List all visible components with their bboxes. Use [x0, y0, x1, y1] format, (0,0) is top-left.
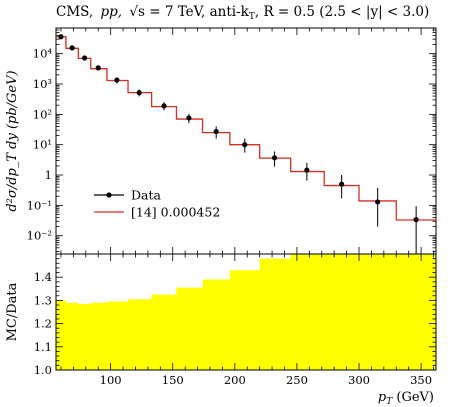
legend-mc-label: [14] 0.000452 [131, 205, 220, 220]
x-axis-label: pT (GeV) [378, 390, 434, 407]
data-point [114, 77, 120, 83]
y-tick-label: 10³ [33, 77, 53, 91]
ratio-y-tick-label: 1.0 [34, 363, 52, 377]
x-tick-label: 150 [162, 373, 184, 387]
ratio-x-axis: 100 150 200 250 300 350 [60, 254, 434, 387]
y-tick-label: 1 [45, 168, 52, 182]
x-tick-label: 250 [286, 373, 308, 387]
title-radius: , R = 0.5 (2.5 < |y| < 3.0) [255, 4, 429, 20]
ratio-y-tick-label: 1.2 [34, 317, 52, 331]
ratio-y-axis: 1.0 1.1 1.2 1.3 1.4 [34, 253, 436, 377]
data-point [242, 142, 248, 148]
data-point [271, 155, 278, 161]
data-point [58, 34, 64, 40]
x-tick-label: 350 [410, 373, 432, 387]
mc-histogram [56, 36, 436, 221]
y-tick-label: 10⁻¹ [27, 198, 52, 212]
data-point [213, 128, 219, 135]
main-x-axis [60, 28, 434, 254]
x-tick-label: 300 [348, 373, 370, 387]
main-y-axis-label: d²σ/dp_T dy (pb/GeV) [5, 70, 20, 211]
main-plot: 10⁴ 10³ 10² 10¹ 1 10⁻¹ 10⁻² d²σ/dp_T dy (pb/Ge… [5, 27, 437, 255]
ratio-y-axis-label: MC/Data [5, 282, 20, 341]
y-tick-label: 10⁻² [27, 229, 52, 243]
data-point [304, 167, 310, 173]
title-experiment: CMS, [56, 4, 93, 20]
data-point [95, 65, 101, 71]
ratio-y-tick-label: 1.3 [34, 293, 52, 307]
main-y-axis: 10⁴ 10³ 10² 10¹ 1 10⁻¹ 10⁻² [27, 27, 436, 252]
x-tick-label: 100 [100, 373, 122, 387]
mc-histogram-line [56, 36, 436, 221]
ratio-plot-frame [55, 253, 437, 371]
title-system: pp, [101, 4, 123, 20]
data-point [375, 199, 381, 205]
data-point [413, 217, 419, 223]
title-kt-sub: T [249, 12, 255, 22]
legend-data-marker [106, 192, 112, 198]
ratio-y-tick-label: 1.4 [34, 270, 52, 284]
legend: Data [14] 0.000452 [94, 188, 220, 220]
chart-title: CMS, pp, √s = 7 TeV, anti-kT, R = 0.5 (2… [56, 4, 429, 22]
main-plot-frame [55, 27, 437, 255]
data-point [186, 115, 192, 121]
ratio-plot: 1.0 1.1 1.2 1.3 1.4 100 150 200 250 300 350 MC/Da… [5, 253, 437, 407]
title-energy: √s = 7 TeV, anti-k [129, 4, 249, 20]
legend-data-label: Data [131, 188, 161, 203]
data-point [161, 103, 167, 109]
data-point [69, 45, 75, 51]
y-tick-label: 10¹ [33, 138, 52, 152]
data-point [136, 90, 142, 96]
ratio-band-fill [56, 254, 436, 370]
data-point [339, 181, 345, 187]
data-series [58, 34, 419, 254]
ratio-band [56, 254, 436, 371]
data-point [81, 55, 88, 61]
y-tick-label: 10⁴ [33, 47, 53, 61]
ratio-y-tick-label: 1.1 [34, 340, 52, 354]
y-tick-label: 10² [33, 107, 52, 121]
x-tick-label: 200 [224, 373, 246, 387]
